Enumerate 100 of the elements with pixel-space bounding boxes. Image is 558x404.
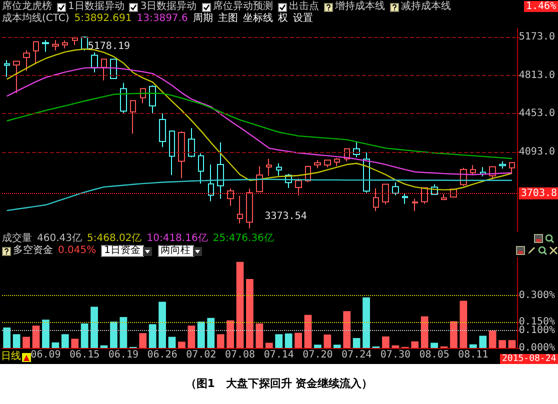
dropdown-field: 1日资金 (101, 245, 144, 257)
bar (382, 336, 390, 348)
candlestick (62, 40, 68, 49)
bar (80, 324, 88, 348)
bar (22, 336, 30, 348)
bar (207, 318, 215, 348)
bar (216, 334, 224, 348)
candlestick (130, 100, 136, 134)
candlestick (266, 158, 272, 176)
candlestick (217, 142, 224, 200)
candlestick (295, 178, 302, 196)
candlestick (198, 152, 204, 184)
bar (343, 311, 351, 348)
line-series (6, 92, 513, 160)
bar (256, 324, 264, 348)
candlestick (276, 162, 282, 176)
candlestick (392, 182, 399, 196)
bar (42, 320, 50, 348)
bar (148, 324, 156, 348)
line-series (6, 178, 513, 212)
bar (52, 342, 60, 348)
text: 25:476.36亿 (212, 233, 274, 245)
text: 0.045% (58, 245, 96, 257)
candlestick (42, 40, 49, 52)
text: 席位异动预测 (212, 1, 273, 12)
dropdown-field: 两向柱 (158, 245, 194, 257)
bar (450, 321, 458, 348)
bar (362, 297, 370, 348)
annotation: 3373.54 (264, 210, 307, 222)
candlestick (91, 52, 98, 73)
x-tick-label: 08.11 (458, 350, 488, 360)
bar (392, 345, 400, 348)
y-tick-label: 0.100% (518, 325, 555, 336)
bar (178, 342, 186, 348)
candlestick (101, 58, 107, 81)
text: 5:468.02亿 (87, 233, 142, 245)
bar (460, 300, 468, 348)
annotation: 5178.19 (88, 41, 130, 52)
candlestick (470, 164, 476, 175)
candlestick (314, 160, 321, 169)
text: 增持成本线 (334, 1, 385, 13)
candlestick (120, 82, 127, 114)
bar (12, 334, 20, 348)
text: 3日数据异动 (140, 1, 197, 13)
candlestick (402, 192, 408, 204)
candlestick (188, 128, 195, 158)
candlestick (237, 195, 243, 224)
x-tick-label: 07.20 (302, 350, 333, 360)
candlestick (72, 36, 78, 46)
text: 设置 (292, 13, 313, 25)
bar (488, 330, 496, 348)
candlestick (23, 50, 30, 72)
candlestick (509, 162, 515, 174)
bar (498, 340, 506, 348)
y-tick-label: 4453.0 (518, 108, 555, 120)
x-tick-label: 07.08 (224, 350, 256, 360)
candlestick (324, 159, 331, 168)
candlestick (382, 183, 389, 205)
bar (197, 322, 205, 348)
bar (90, 306, 98, 348)
bar (61, 334, 69, 348)
candlestick (178, 130, 185, 179)
text: 10:418.16亿 (146, 233, 208, 245)
bar (314, 344, 322, 348)
candlestick (149, 84, 156, 114)
text: 1.46% (524, 1, 558, 12)
candlestick (227, 188, 234, 206)
bar (275, 334, 283, 348)
candlestick (256, 166, 263, 192)
bar (352, 338, 360, 348)
y-tick-label: 0.300% (518, 290, 555, 301)
x-tick-label: 06.15 (70, 350, 100, 360)
text: 1日数据异动 (68, 1, 124, 13)
candlestick (412, 198, 418, 212)
candlestick (110, 58, 117, 80)
bar (508, 340, 516, 348)
bar (100, 345, 108, 348)
text: 5:3892.691 (74, 13, 132, 25)
bar (188, 326, 196, 348)
text: 2015-08-24 (500, 354, 558, 364)
bar (3, 328, 11, 348)
y-tick-label: 5173.0 (518, 32, 555, 43)
text: 13:3897.6 (136, 13, 188, 25)
text: 席位龙虎榜 (2, 1, 52, 12)
candlestick (159, 112, 166, 148)
text: 多空资金 (13, 245, 53, 257)
text: 周期 (192, 13, 213, 25)
bar (284, 333, 292, 348)
bar (479, 336, 487, 348)
x-tick-label: 06.26 (147, 350, 178, 360)
y-tick-label: 0.000% (518, 342, 555, 354)
candlestick (13, 60, 20, 94)
text: 出击点 (288, 1, 319, 12)
bar (32, 326, 40, 348)
bar (110, 322, 118, 348)
bar (294, 332, 302, 348)
bar (226, 320, 234, 348)
text: 主图 (218, 13, 238, 25)
bar (304, 314, 312, 348)
candlestick (499, 160, 506, 170)
